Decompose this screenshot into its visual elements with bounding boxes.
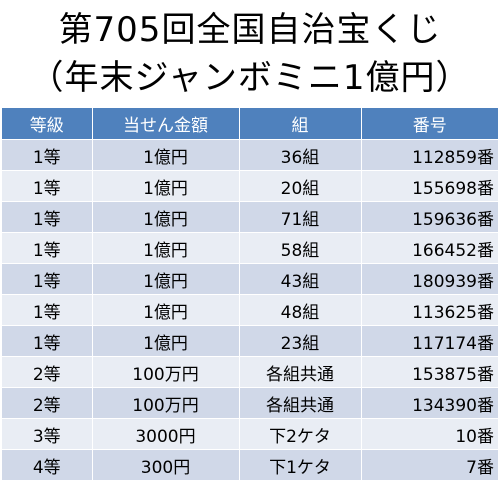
table-row: 4等 300円 下1ケタ 7番: [2, 450, 498, 480]
cell-group: 各組共通: [239, 388, 361, 419]
cell-group: 71組: [239, 202, 361, 233]
cell-number: 112859番: [361, 140, 498, 171]
cell-grade: 4等: [2, 450, 92, 480]
table-row: 1等 1億円 58組 166452番: [2, 233, 498, 264]
cell-grade: 2等: [2, 388, 92, 419]
cell-grade: 1等: [2, 171, 92, 202]
table-row: 1等 1億円 23組 117174番: [2, 326, 498, 357]
page-title: 第705回全国自治宝くじ: [0, 10, 500, 50]
table-row: 1等 1億円 20組 155698番: [2, 171, 498, 202]
table-row: 1等 1億円 71組 159636番: [2, 202, 498, 233]
cell-prize-amount: 100万円: [92, 357, 239, 388]
cell-grade: 1等: [2, 233, 92, 264]
cell-number: 134390番: [361, 388, 498, 419]
cell-prize-amount: 300円: [92, 450, 239, 480]
table-row: 1等 1億円 36組 112859番: [2, 140, 498, 171]
cell-prize-amount: 3000円: [92, 419, 239, 450]
cell-number: 7番: [361, 450, 498, 480]
cell-group: 23組: [239, 326, 361, 357]
cell-number: 117174番: [361, 326, 498, 357]
cell-number: 159636番: [361, 202, 498, 233]
cell-prize-amount: 100万円: [92, 388, 239, 419]
table-row: 1等 1億円 43組 180939番: [2, 264, 498, 295]
cell-prize-amount: 1億円: [92, 140, 239, 171]
cell-prize-amount: 1億円: [92, 171, 239, 202]
cell-prize-amount: 1億円: [92, 326, 239, 357]
table-row: 1等 1億円 48組 113625番: [2, 295, 498, 326]
header-grade: 等級: [2, 108, 92, 140]
cell-number: 113625番: [361, 295, 498, 326]
header-group: 組: [239, 108, 361, 140]
table-row: 2等 100万円 各組共通 134390番: [2, 388, 498, 419]
cell-group: 下2ケタ: [239, 419, 361, 450]
table-row: 2等 100万円 各組共通 153875番: [2, 357, 498, 388]
results-table: 等級 当せん金額 組 番号 1等 1億円 36組 112859番 1等 1億円 …: [2, 108, 498, 480]
cell-group: 48組: [239, 295, 361, 326]
header-number: 番号: [361, 108, 498, 140]
cell-number: 166452番: [361, 233, 498, 264]
cell-prize-amount: 1億円: [92, 233, 239, 264]
cell-number: 180939番: [361, 264, 498, 295]
header-prize-amount: 当せん金額: [92, 108, 239, 140]
cell-group: 58組: [239, 233, 361, 264]
cell-number: 155698番: [361, 171, 498, 202]
table-row: 3等 3000円 下2ケタ 10番: [2, 419, 498, 450]
cell-grade: 3等: [2, 419, 92, 450]
cell-grade: 1等: [2, 202, 92, 233]
cell-number: 153875番: [361, 357, 498, 388]
page-subtitle: （年末ジャンボミニ1億円）: [0, 58, 500, 98]
table-header-row: 等級 当せん金額 組 番号: [2, 108, 498, 140]
cell-grade: 2等: [2, 357, 92, 388]
cell-group: 各組共通: [239, 357, 361, 388]
cell-grade: 1等: [2, 295, 92, 326]
cell-group: 36組: [239, 140, 361, 171]
cell-group: 下1ケタ: [239, 450, 361, 480]
cell-grade: 1等: [2, 140, 92, 171]
cell-group: 20組: [239, 171, 361, 202]
cell-grade: 1等: [2, 326, 92, 357]
cell-prize-amount: 1億円: [92, 295, 239, 326]
cell-prize-amount: 1億円: [92, 264, 239, 295]
cell-prize-amount: 1億円: [92, 202, 239, 233]
cell-number: 10番: [361, 419, 498, 450]
cell-grade: 1等: [2, 264, 92, 295]
cell-group: 43組: [239, 264, 361, 295]
